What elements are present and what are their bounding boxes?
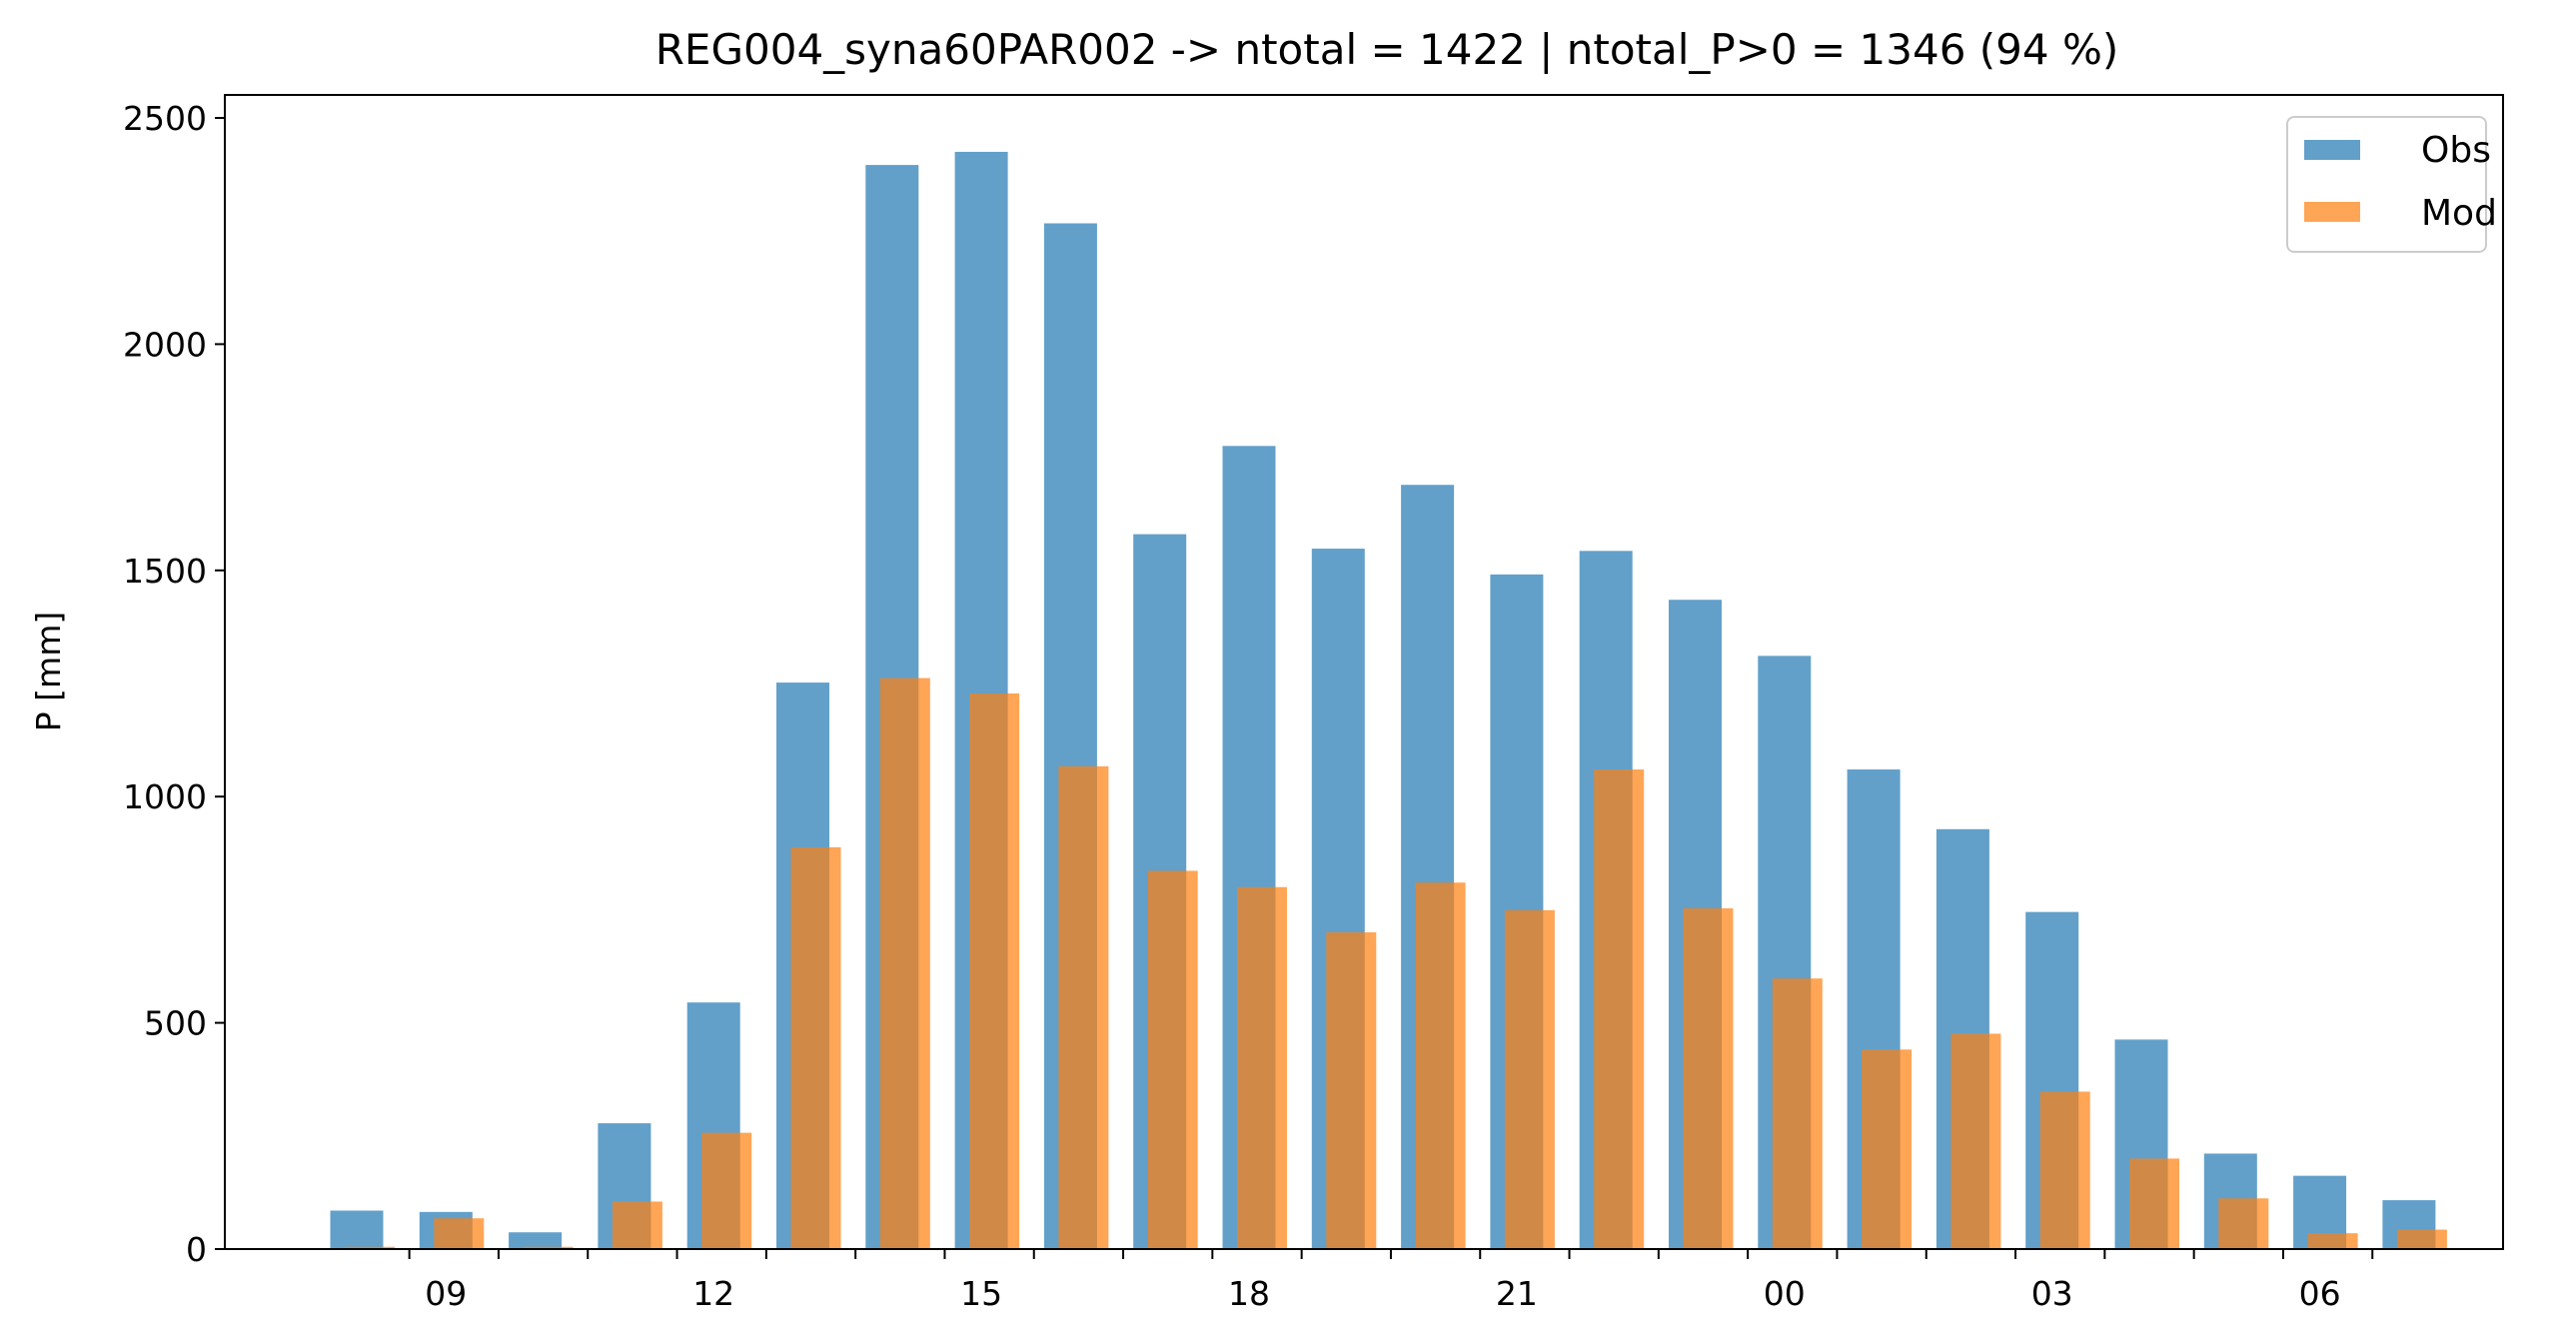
bar-obs-2 [509,1232,563,1249]
x-axis: 09 12 15 18 21 00 03 06 [408,1249,2374,1313]
bars-layer [330,151,2447,1250]
y-tick-label-1: 500 [144,1004,207,1043]
bar-mod-23 [2396,1229,2447,1249]
x-tick-label-3: 18 [1228,1274,1270,1313]
y-axis: 0 500 1000 1500 2000 2500 [123,99,225,1269]
legend: Obs Mod [2286,116,2497,253]
bar-mod-0 [345,1246,395,1249]
x-tick-label-2: 15 [960,1274,1002,1313]
x-tick-label-1: 12 [692,1274,734,1313]
legend-swatch-obs [2304,140,2360,160]
bar-mod-4 [701,1132,752,1249]
x-tick-label-4: 21 [1496,1274,1538,1313]
x-tick-label-5: 00 [1764,1274,1806,1313]
bar-mod-11 [1326,932,1377,1249]
bar-mod-15 [1683,908,1734,1249]
y-tick-label-5: 2500 [123,99,207,138]
bar-mod-14 [1594,769,1645,1249]
plot-frame [224,94,2504,1250]
bar-mod-5 [790,846,841,1249]
bar-mod-20 [2129,1158,2179,1249]
y-tick-label-2: 1000 [123,777,207,816]
bar-mod-10 [1237,886,1287,1249]
bar-mod-16 [1772,978,1823,1249]
bar-mod-21 [2218,1198,2269,1249]
bar-mod-12 [1415,882,1466,1249]
bar-mod-6 [879,677,930,1249]
x-tick-label-0: 09 [425,1274,467,1313]
bar-obs-0 [330,1210,384,1249]
bar-mod-9 [1147,870,1198,1249]
x-tick-label-7: 06 [2299,1274,2341,1313]
bar-mod-7 [969,692,1020,1249]
x-tick-label-6: 03 [2031,1274,2073,1313]
legend-swatch-mod [2304,202,2360,222]
bar-mod-1 [434,1218,485,1249]
y-tick-label-4: 2000 [123,325,207,364]
legend-label-mod: Mod [2421,193,2497,234]
bar-mod-19 [2039,1091,2090,1249]
y-axis-label: P [mm] [29,612,68,731]
bar-mod-13 [1504,909,1555,1249]
bar-mod-22 [2307,1233,2358,1249]
bar-mod-8 [1058,765,1109,1249]
bar-mod-17 [1862,1049,1913,1249]
legend-label-obs: Obs [2421,130,2491,171]
y-tick-label-3: 1500 [123,552,207,591]
bar-mod-2 [523,1246,574,1249]
bar-mod-18 [1950,1033,2001,1249]
bar-mod-3 [612,1201,662,1249]
chart-title: REG004_syna60PAR002 -> ntotal = 1422 | n… [655,25,2119,74]
y-tick-label-0: 0 [186,1230,207,1269]
